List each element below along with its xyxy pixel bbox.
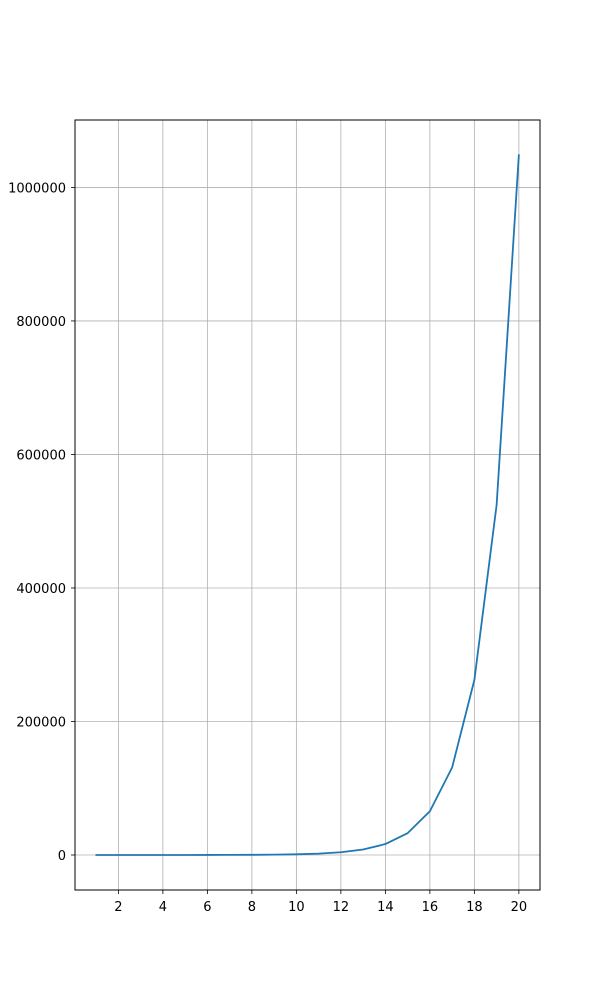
x-axis-ticks: 2 4 6 8 10 12 14 16 18 20 — [114, 890, 527, 915]
y-tick-label: 800000 — [16, 315, 66, 330]
grid-lines — [75, 120, 540, 890]
x-tick-label: 2 — [114, 900, 122, 915]
y-tick-label: 200000 — [16, 715, 66, 730]
x-tick-label: 16 — [422, 900, 439, 915]
x-tick-label: 10 — [288, 900, 305, 915]
y-axis-ticks: 0 200000 400000 600000 800000 1000000 — [8, 181, 75, 864]
y-tick-label: 400000 — [16, 582, 66, 597]
x-tick-label: 6 — [203, 900, 211, 915]
y-tick-label: 1000000 — [8, 181, 66, 196]
y-tick-label: 0 — [58, 849, 66, 864]
x-tick-label: 18 — [466, 900, 483, 915]
plot-area-frame — [74, 119, 541, 891]
series-lines — [95, 154, 520, 856]
x-tick-label: 8 — [248, 900, 256, 915]
x-tick-label: 14 — [377, 900, 394, 915]
x-tick-label: 4 — [159, 900, 167, 915]
x-tick-label: 12 — [333, 900, 350, 915]
series-line-0 — [95, 154, 520, 856]
x-tick-label: 20 — [511, 900, 528, 915]
y-tick-label: 600000 — [16, 448, 66, 463]
